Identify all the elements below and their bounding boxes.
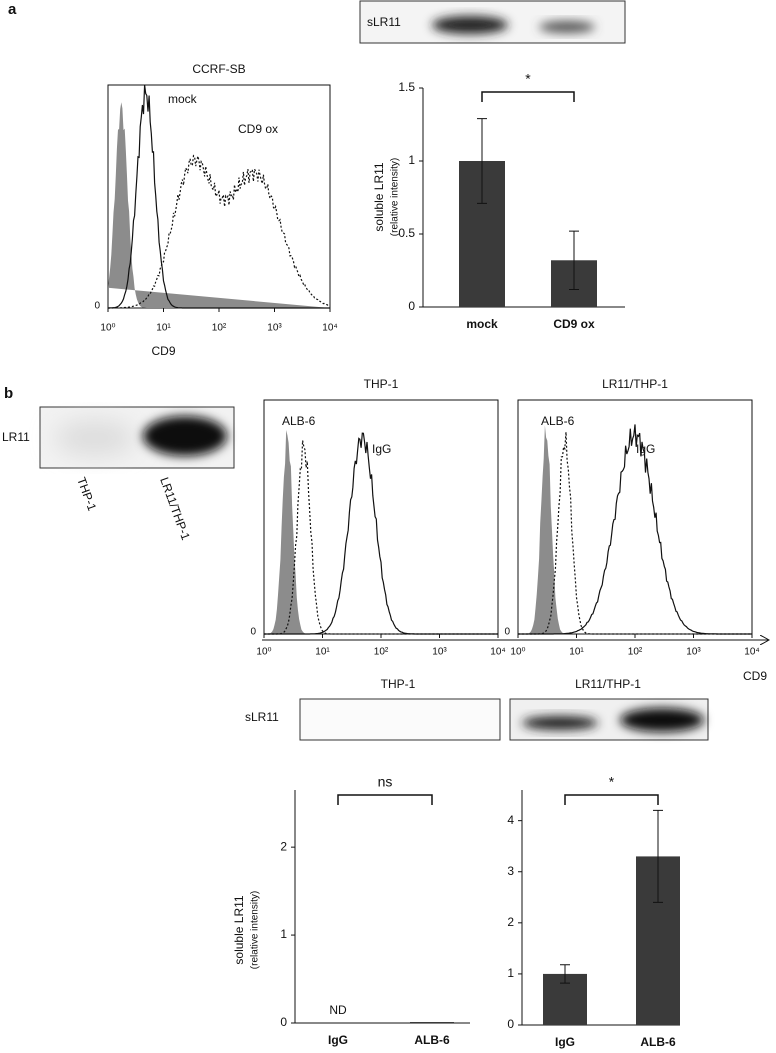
annotation: mock [168, 92, 198, 106]
significance-bracket [481, 91, 575, 102]
x-tick-label: 10³ [432, 647, 447, 658]
blot-title: LR11/THP-1 [575, 677, 641, 691]
chart-title: LR11/THP-1 [602, 377, 668, 391]
blot-label: LR11 [2, 430, 30, 444]
x-axis-label: CD9 [151, 344, 175, 358]
bar [410, 1022, 454, 1023]
blot-title: THP-1 [381, 677, 416, 691]
x-tick-label: 10¹ [569, 647, 584, 658]
significance-label: ns [378, 774, 393, 790]
panel-label: a [8, 1, 17, 18]
blot: sLR11 THP-1 LR11/THP-1 [245, 677, 709, 741]
blot: sLR11 [359, 0, 626, 44]
x-tick-label: IgG [328, 1033, 348, 1047]
y-axis-label: soluble LR11 [232, 895, 246, 964]
annotation: ALB-6 [282, 414, 316, 428]
histogram-line [108, 84, 330, 309]
error-bar [477, 118, 487, 204]
x-tick-label: IgG [555, 1035, 575, 1049]
significance-bracket [337, 794, 433, 805]
y-tick-label: 0 [250, 627, 256, 638]
x-tick-label: 10⁴ [744, 647, 759, 658]
x-tick-label: 10⁰ [510, 647, 525, 658]
y-tick-label: 1.5 [398, 80, 415, 94]
x-tick-label: 10³ [686, 647, 701, 658]
y-axis-label: (relative intensity) [250, 891, 261, 969]
x-tick-label: 10¹ [156, 323, 171, 334]
error-bar [560, 964, 570, 984]
x-tick-label: 10² [374, 647, 389, 658]
panel-label: b [4, 385, 13, 402]
x-tick-label: ALB-6 [640, 1035, 676, 1049]
histogram-line [264, 432, 498, 635]
significance-bracket [564, 794, 659, 805]
y-tick-label: 2 [507, 915, 514, 929]
y-tick-label: 2 [280, 839, 287, 853]
histogram-line [108, 154, 331, 309]
significance-label: * [609, 774, 615, 790]
y-tick-label: 1 [507, 966, 514, 980]
x-tick-label: 10⁰ [256, 647, 271, 658]
y-tick-label: 1 [280, 927, 287, 941]
x-tick-label: CD9 ox [553, 317, 595, 331]
chart-title: THP-1 [364, 377, 399, 391]
annotation: IgG [636, 442, 655, 456]
y-axis-label: (relative intensity) [390, 158, 401, 236]
x-tick-label: 10² [212, 323, 227, 334]
y-tick-label: 0 [94, 301, 100, 312]
blot: LR11 THP-1 LR11/THP-1 [2, 406, 235, 542]
x-tick-label: 10⁴ [322, 323, 337, 334]
chart-title: CCRF-SB [192, 62, 245, 76]
annotation: ALB-6 [541, 414, 575, 428]
histogram-line [264, 440, 498, 635]
y-axis-label: soluble LR11 [372, 162, 386, 231]
y-tick-label: 0.5 [398, 226, 415, 240]
annotation: CD9 ox [238, 122, 278, 136]
histogram-fill [518, 425, 752, 634]
blot-label: sLR11 [245, 710, 279, 724]
y-tick-label: 3 [507, 864, 514, 878]
y-tick-label: 1 [408, 153, 415, 167]
y-tick-label: 0 [507, 1017, 514, 1031]
y-tick-label: 0 [280, 1015, 287, 1029]
shared-xlabel: CD9 [743, 669, 767, 683]
x-tick-label: 10³ [267, 323, 282, 334]
blot-label: sLR11 [367, 15, 401, 29]
lane-label: THP-1 [74, 475, 99, 513]
x-tick-label: mock [466, 317, 498, 331]
x-tick-label: ALB-6 [414, 1033, 450, 1047]
value-label: ND [329, 1003, 347, 1017]
plot-frame [263, 399, 499, 635]
x-tick-label: 10² [628, 647, 643, 658]
histogram-fill [264, 430, 498, 634]
y-tick-label: 0 [504, 627, 510, 638]
x-tick-label: 10⁴ [490, 647, 505, 658]
y-tick-label: 4 [507, 813, 514, 827]
histogram-fill [108, 102, 330, 308]
lane-label: LR11/THP-1 [157, 475, 193, 542]
histogram-line [518, 424, 752, 635]
x-tick-label: 10⁰ [100, 323, 115, 334]
y-tick-label: 0 [408, 299, 415, 313]
annotation: IgG [372, 442, 391, 456]
x-tick-label: 10¹ [315, 647, 330, 658]
error-bar [653, 809, 663, 903]
error-bar [569, 230, 579, 290]
significance-label: * [525, 71, 531, 87]
